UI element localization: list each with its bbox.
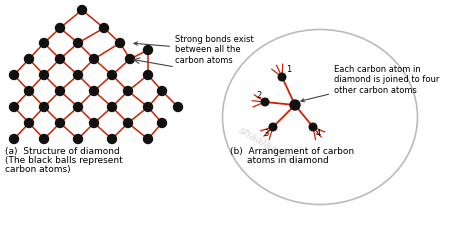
Circle shape: [157, 86, 166, 95]
Circle shape: [9, 70, 18, 79]
Circle shape: [144, 46, 153, 55]
Circle shape: [116, 39, 125, 47]
Circle shape: [39, 39, 48, 47]
Text: atoms in diamond: atoms in diamond: [247, 156, 329, 165]
Circle shape: [78, 5, 86, 15]
Text: 2: 2: [256, 91, 261, 100]
Circle shape: [55, 86, 64, 95]
Circle shape: [39, 70, 48, 79]
Text: 4: 4: [316, 129, 321, 138]
Text: (a)  Structure of diamond: (a) Structure of diamond: [5, 147, 120, 156]
Circle shape: [144, 134, 153, 144]
Circle shape: [108, 102, 117, 111]
Text: (The black balls represent: (The black balls represent: [5, 156, 123, 165]
Circle shape: [261, 98, 269, 106]
Circle shape: [39, 102, 48, 111]
Circle shape: [55, 118, 64, 128]
Circle shape: [126, 55, 135, 63]
Circle shape: [55, 55, 64, 63]
Text: shaalaa.com: shaalaa.com: [237, 125, 303, 169]
Circle shape: [173, 102, 182, 111]
Circle shape: [108, 70, 117, 79]
Circle shape: [90, 118, 99, 128]
Circle shape: [90, 55, 99, 63]
Circle shape: [108, 134, 117, 144]
Circle shape: [39, 134, 48, 144]
Circle shape: [9, 134, 18, 144]
Circle shape: [9, 102, 18, 111]
Circle shape: [144, 70, 153, 79]
Circle shape: [269, 123, 277, 131]
Circle shape: [25, 86, 34, 95]
Circle shape: [73, 102, 82, 111]
Circle shape: [73, 134, 82, 144]
Circle shape: [90, 86, 99, 95]
Text: 3: 3: [263, 129, 268, 138]
Circle shape: [124, 118, 133, 128]
Circle shape: [157, 118, 166, 128]
Text: 1: 1: [286, 65, 291, 74]
Text: (b)  Arrangement of carbon: (b) Arrangement of carbon: [230, 147, 354, 156]
Circle shape: [309, 123, 317, 131]
Text: Strong bonds exist
between all the
carbon atoms: Strong bonds exist between all the carbo…: [134, 35, 254, 65]
Circle shape: [100, 24, 109, 32]
Circle shape: [25, 118, 34, 128]
Circle shape: [278, 73, 286, 81]
Text: carbon atoms): carbon atoms): [5, 165, 71, 174]
Circle shape: [73, 39, 82, 47]
Text: Each carbon atom in
diamond is joined to four
other carbon atoms: Each carbon atom in diamond is joined to…: [301, 65, 439, 102]
Circle shape: [25, 55, 34, 63]
Circle shape: [73, 70, 82, 79]
Circle shape: [55, 24, 64, 32]
Circle shape: [290, 100, 300, 110]
Circle shape: [144, 102, 153, 111]
Circle shape: [124, 86, 133, 95]
